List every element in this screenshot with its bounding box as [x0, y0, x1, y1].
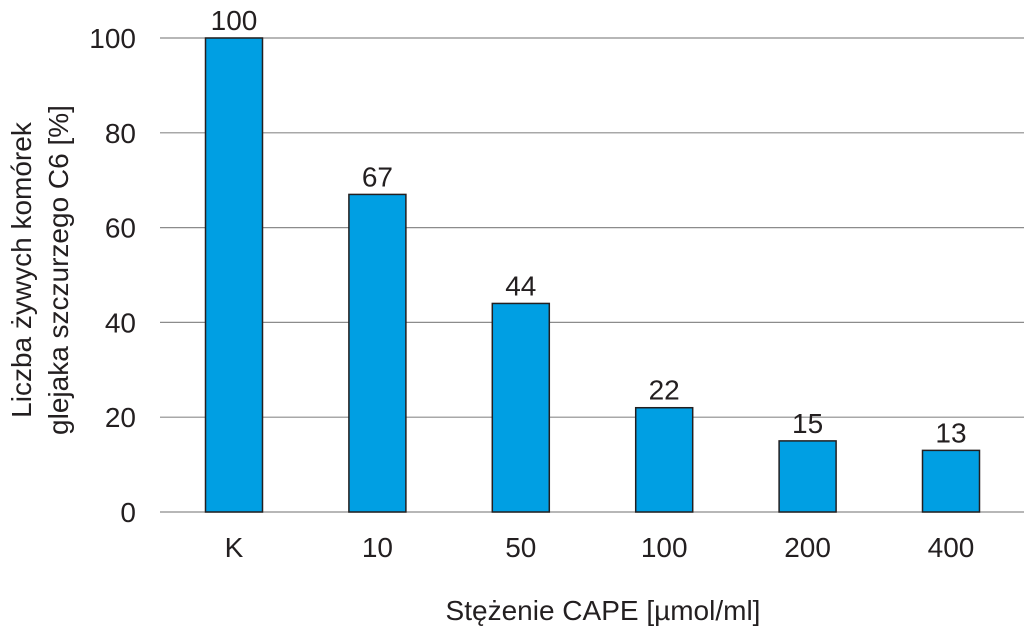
x-tick-labels: K 10 50 100 200 400: [225, 532, 975, 563]
x-tick-label: 400: [928, 532, 975, 563]
x-tick-label: 10: [362, 532, 393, 563]
x-axis-title: Stężenie CAPE [µmol/ml]: [446, 595, 761, 626]
x-tick-label: 100: [641, 532, 688, 563]
bar-K: [204, 37, 264, 513]
bars: [204, 37, 981, 513]
data-label: 44: [505, 270, 536, 301]
y-axis-title-line-1: Liczba żywych komórek: [6, 121, 37, 418]
y-tick-label: 40: [105, 307, 136, 338]
y-tick-labels: 0 20 40 60 80 100: [89, 23, 136, 528]
data-label: 22: [649, 375, 680, 406]
data-label: 67: [362, 161, 393, 192]
data-label: 100: [211, 5, 258, 36]
y-tick-label: 80: [105, 118, 136, 149]
y-tick-label: 0: [120, 497, 136, 528]
y-tick-label: 20: [105, 402, 136, 433]
x-tick-label: 200: [784, 532, 831, 563]
y-axis-title-line-2: glejaka szczurzego C6 [%]: [43, 105, 74, 435]
x-tick-label: K: [225, 532, 244, 563]
data-labels: 100 67 44 22 15 13: [211, 5, 967, 448]
gridlines: [160, 37, 1024, 513]
bar-10: [348, 193, 407, 513]
data-label: 15: [792, 408, 823, 439]
y-tick-label: 60: [105, 213, 136, 244]
bar-400: [921, 449, 981, 513]
bar-100: [634, 406, 694, 513]
y-tick-label: 100: [89, 23, 136, 54]
data-label: 13: [935, 417, 966, 448]
bar-200: [778, 440, 837, 513]
bar-50: [491, 302, 551, 513]
x-tick-label: 50: [505, 532, 536, 563]
